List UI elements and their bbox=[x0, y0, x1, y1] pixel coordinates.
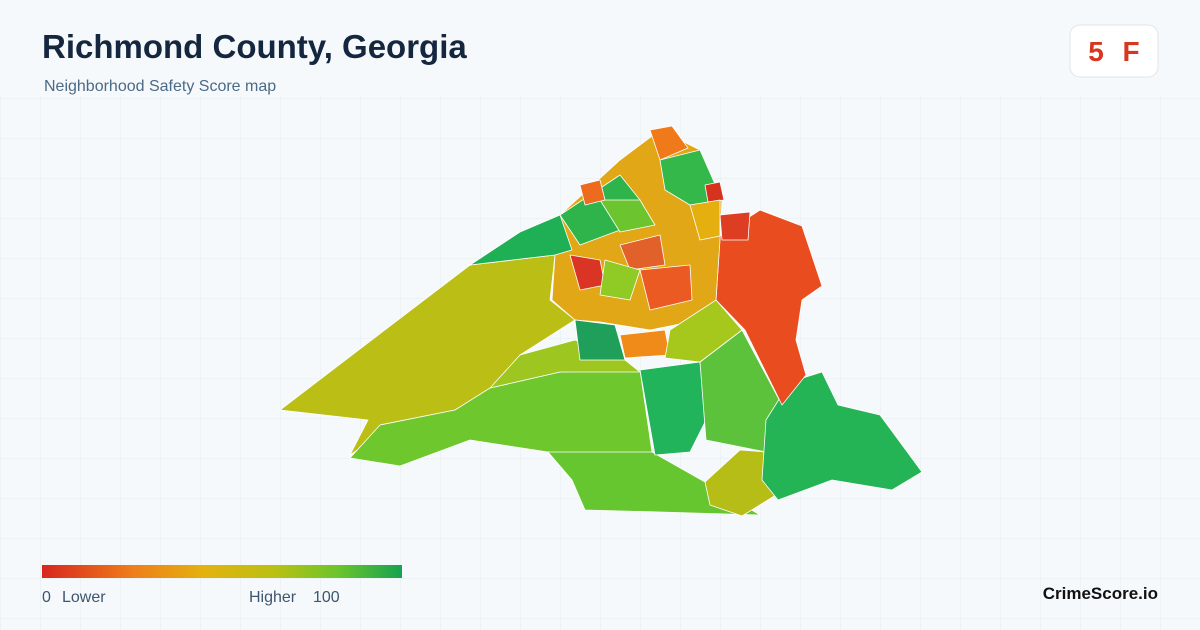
badge-score: 5 bbox=[1088, 36, 1104, 67]
legend-min-label: Lower bbox=[62, 589, 106, 606]
tract bbox=[649, 125, 689, 161]
tract bbox=[619, 329, 671, 359]
tract bbox=[599, 199, 656, 233]
badge-box bbox=[1069, 24, 1159, 78]
tract bbox=[349, 369, 653, 471]
legend-bar bbox=[42, 565, 402, 578]
map bbox=[279, 125, 923, 517]
tract bbox=[619, 234, 666, 271]
badge-grade: F bbox=[1122, 36, 1139, 67]
legend-max-label: Higher bbox=[249, 589, 297, 606]
legend-min: 0 bbox=[42, 589, 51, 606]
tract bbox=[689, 199, 721, 241]
tract bbox=[599, 259, 641, 301]
tract bbox=[719, 211, 751, 241]
legend-max: 100 bbox=[313, 589, 340, 606]
title: Richmond County, Georgia bbox=[42, 28, 467, 65]
tract bbox=[639, 361, 707, 456]
tract bbox=[579, 179, 606, 206]
tract bbox=[715, 209, 823, 406]
tract bbox=[639, 264, 693, 311]
brand: CrimeScore.io bbox=[1043, 584, 1158, 603]
score-badge: 5 F bbox=[1069, 24, 1159, 78]
tract bbox=[761, 371, 923, 501]
tract bbox=[547, 451, 761, 516]
tract bbox=[469, 214, 573, 266]
tract bbox=[704, 181, 725, 203]
tract bbox=[574, 319, 626, 361]
subtitle: Neighborhood Safety Score map bbox=[44, 78, 276, 95]
tract bbox=[664, 299, 743, 363]
